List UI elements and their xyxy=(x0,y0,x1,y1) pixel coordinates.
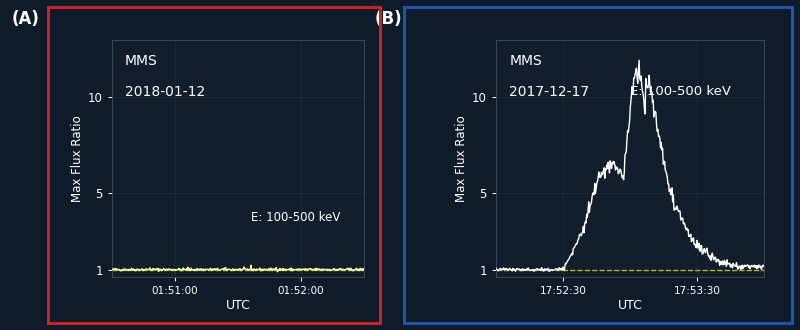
Text: 2017-12-17: 2017-12-17 xyxy=(510,85,590,99)
Bar xyxy=(48,7,380,323)
Text: E: 100-500 keV: E: 100-500 keV xyxy=(630,85,731,98)
Text: E: 100-500 keV: E: 100-500 keV xyxy=(250,211,340,224)
Text: (B): (B) xyxy=(374,10,402,28)
X-axis label: UTC: UTC xyxy=(618,299,642,312)
Text: 2018-01-12: 2018-01-12 xyxy=(125,85,205,99)
Bar xyxy=(404,7,792,323)
Text: MMS: MMS xyxy=(510,54,542,68)
Y-axis label: Max Flux Ratio: Max Flux Ratio xyxy=(71,115,84,202)
Text: (A): (A) xyxy=(12,10,40,28)
X-axis label: UTC: UTC xyxy=(226,299,250,312)
Text: MMS: MMS xyxy=(125,54,158,68)
Y-axis label: Max Flux Ratio: Max Flux Ratio xyxy=(455,115,468,202)
